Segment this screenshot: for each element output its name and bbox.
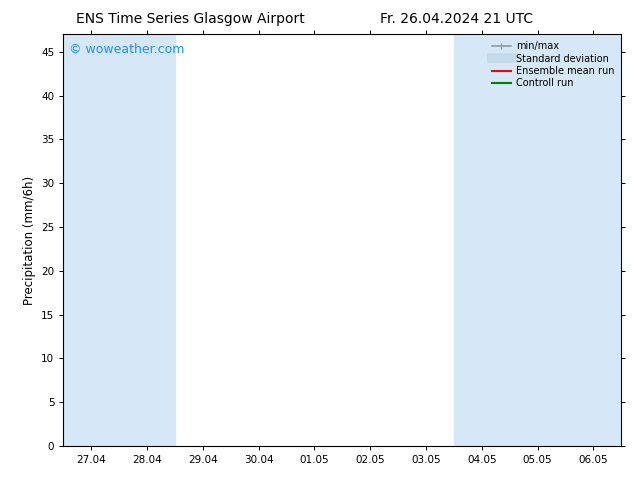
Text: Fr. 26.04.2024 21 UTC: Fr. 26.04.2024 21 UTC [380,12,533,26]
Legend: min/max, Standard deviation, Ensemble mean run, Controll run: min/max, Standard deviation, Ensemble me… [489,39,616,90]
Bar [566,34,621,446]
Bar [510,34,566,446]
Text: ENS Time Series Glasgow Airport: ENS Time Series Glasgow Airport [76,12,304,26]
Text: © woweather.com: © woweather.com [69,43,184,55]
Y-axis label: Precipitation (mm/6h): Precipitation (mm/6h) [23,175,36,305]
Bar [63,34,119,446]
Bar [454,34,510,446]
Bar [119,34,175,446]
